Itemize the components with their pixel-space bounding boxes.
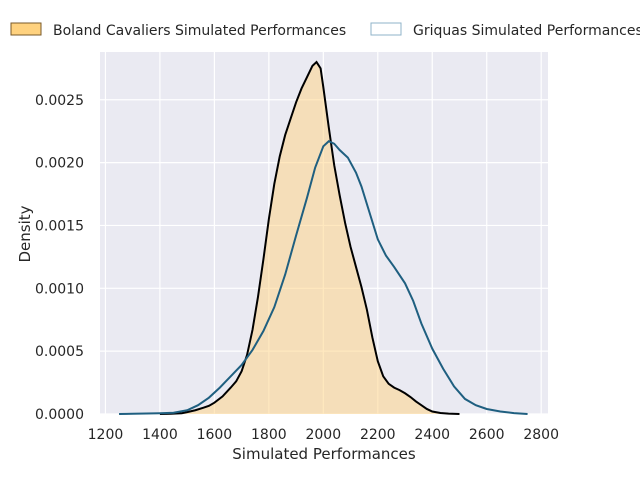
legend-swatch-boland: [10, 22, 42, 36]
x-axis-ticks: 1200 1400 1600 1800 2000 2200 2400 2600 2800: [88, 427, 559, 443]
y-axis-ticks: 0.0000 0.0005 0.0010 0.0015 0.0020 0.0025: [35, 93, 84, 423]
x-tick-label: 2000: [305, 427, 341, 443]
y-tick-label: 0.0015: [35, 218, 84, 234]
y-axis-label: Density: [16, 205, 34, 262]
series-layer: [119, 60, 528, 415]
x-tick-label: 1200: [88, 427, 124, 443]
x-tick-label: 2200: [360, 427, 396, 443]
x-tick-label: 2600: [469, 427, 505, 443]
y-tick-label: 0.0005: [35, 344, 84, 360]
y-tick-label: 0.0025: [35, 93, 84, 109]
y-tick-label: 0.0020: [35, 156, 84, 172]
legend-swatch-griquas: [370, 22, 402, 36]
y-tick-label: 0.0010: [35, 281, 84, 297]
y-tick-label: 0.0000: [35, 407, 84, 423]
x-tick-label: 1400: [142, 427, 178, 443]
boland-density-line: [159, 60, 460, 415]
legend-label-boland: Boland Cavaliers Simulated Performances: [53, 23, 346, 39]
boland-density-area: [159, 62, 460, 415]
x-tick-label: 2800: [523, 427, 559, 443]
griquas-density-line: [119, 140, 528, 415]
legend: Boland Cavaliers Simulated Performances …: [10, 22, 640, 39]
legend-label-griquas: Griquas Simulated Performances: [413, 23, 640, 39]
x-tick-label: 1800: [251, 427, 287, 443]
x-tick-label: 1600: [197, 427, 233, 443]
x-axis-label: Simulated Performances: [232, 445, 416, 463]
x-tick-label: 2400: [414, 427, 450, 443]
